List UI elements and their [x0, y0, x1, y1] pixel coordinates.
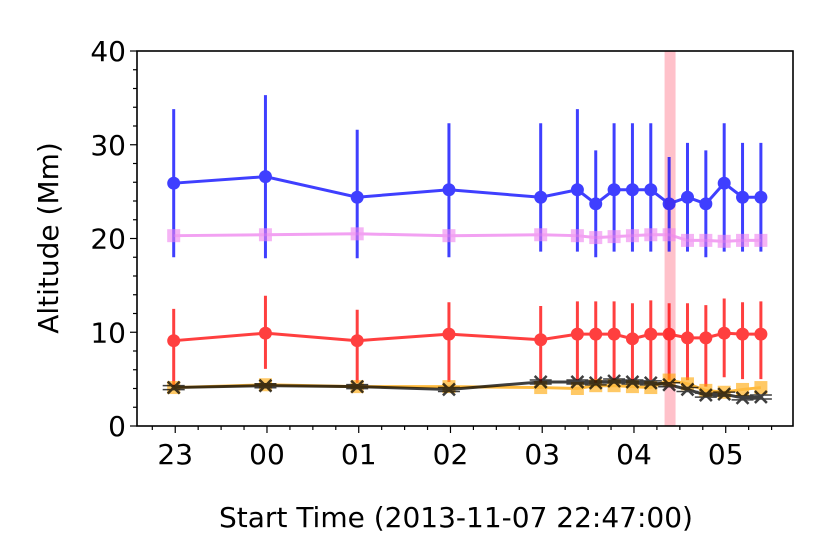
square-marker	[350, 227, 364, 241]
square-marker	[699, 233, 713, 247]
square-marker	[534, 228, 548, 242]
y-tick-label: 10	[90, 316, 126, 349]
circle-marker	[167, 334, 181, 348]
square-marker	[754, 381, 768, 395]
x-marker	[643, 375, 658, 390]
square-marker	[570, 229, 584, 243]
x-marker	[570, 375, 585, 389]
x-marker	[680, 382, 695, 397]
circle-marker	[736, 327, 750, 341]
series-black-crosses	[162, 374, 772, 405]
x-tick-label: 04	[616, 438, 652, 471]
x-axis: 23 00 01 02 03 04 05	[151, 426, 773, 471]
circle-marker	[644, 327, 658, 341]
x-marker	[533, 375, 548, 389]
circle-marker	[717, 176, 731, 190]
x-tick-label: 05	[708, 438, 744, 471]
x-marker	[588, 375, 603, 390]
square-marker	[680, 233, 694, 247]
circle-marker	[607, 327, 621, 341]
circle-marker	[754, 190, 768, 204]
square-marker	[717, 234, 731, 248]
x-marker	[258, 378, 273, 393]
y-axis: 0 10 20 30 40	[90, 35, 137, 443]
circle-marker	[167, 176, 181, 190]
x-axis-label: Start Time (2013-11-07 22:47:00)	[219, 501, 693, 534]
circle-marker	[680, 190, 694, 204]
y-tick-label: 20	[90, 223, 126, 256]
x-marker	[166, 380, 181, 395]
y-tick-label: 30	[90, 129, 126, 162]
circle-marker	[662, 197, 676, 211]
plot-frame	[136, 50, 794, 427]
circle-marker	[699, 197, 713, 211]
circle-marker	[754, 327, 768, 341]
square-marker	[167, 229, 181, 243]
circle-marker	[736, 190, 750, 204]
y-tick-label: 0	[108, 410, 126, 443]
series-red-circles	[167, 295, 768, 387]
square-marker	[736, 233, 750, 247]
square-marker	[736, 382, 750, 396]
x-marker	[698, 388, 713, 402]
circle-marker	[350, 190, 364, 204]
circle-marker	[680, 331, 694, 345]
circle-marker	[258, 326, 272, 340]
x-tick-label: 03	[524, 438, 560, 471]
series-line	[173, 331, 761, 343]
square-marker	[589, 231, 603, 245]
x-marker	[607, 374, 621, 388]
series-line	[173, 232, 761, 243]
series-line	[173, 379, 761, 400]
x-tick-label: 01	[341, 438, 377, 471]
circle-marker	[534, 190, 548, 204]
circle-marker	[534, 333, 548, 347]
square-marker	[625, 229, 639, 243]
square-marker	[644, 228, 658, 242]
circle-marker	[625, 183, 639, 197]
circle-marker	[644, 183, 658, 197]
x-tick-label: 02	[433, 438, 469, 471]
circle-marker	[350, 334, 364, 348]
circle-marker	[442, 327, 456, 341]
circle-marker	[662, 327, 676, 341]
x-marker	[350, 379, 365, 394]
series-violet-squares	[167, 227, 768, 248]
circle-marker	[717, 326, 731, 340]
x-marker	[717, 387, 732, 402]
circle-marker	[607, 183, 621, 197]
square-marker	[607, 230, 621, 244]
x-marker	[442, 382, 456, 397]
square-marker	[258, 228, 272, 242]
circle-marker	[589, 327, 603, 341]
square-marker	[662, 228, 676, 242]
circle-marker	[570, 327, 584, 341]
series-line	[173, 175, 761, 206]
series-layer	[162, 95, 772, 405]
x-marker	[662, 377, 677, 392]
y-axis-label: Altitude (Mm)	[32, 142, 65, 334]
circle-marker	[570, 183, 584, 197]
x-tick-label: 00	[249, 438, 285, 471]
square-marker	[754, 233, 768, 247]
x-tick-label: 23	[157, 438, 193, 471]
circle-marker	[258, 170, 272, 184]
circle-marker	[589, 197, 603, 211]
x-marker	[735, 390, 750, 405]
square-marker	[442, 229, 456, 243]
circle-marker	[625, 332, 639, 346]
x-marker	[625, 375, 640, 389]
circle-marker	[442, 183, 456, 197]
y-tick-label: 40	[90, 35, 126, 68]
circle-marker	[699, 331, 713, 345]
x-marker	[754, 390, 768, 404]
